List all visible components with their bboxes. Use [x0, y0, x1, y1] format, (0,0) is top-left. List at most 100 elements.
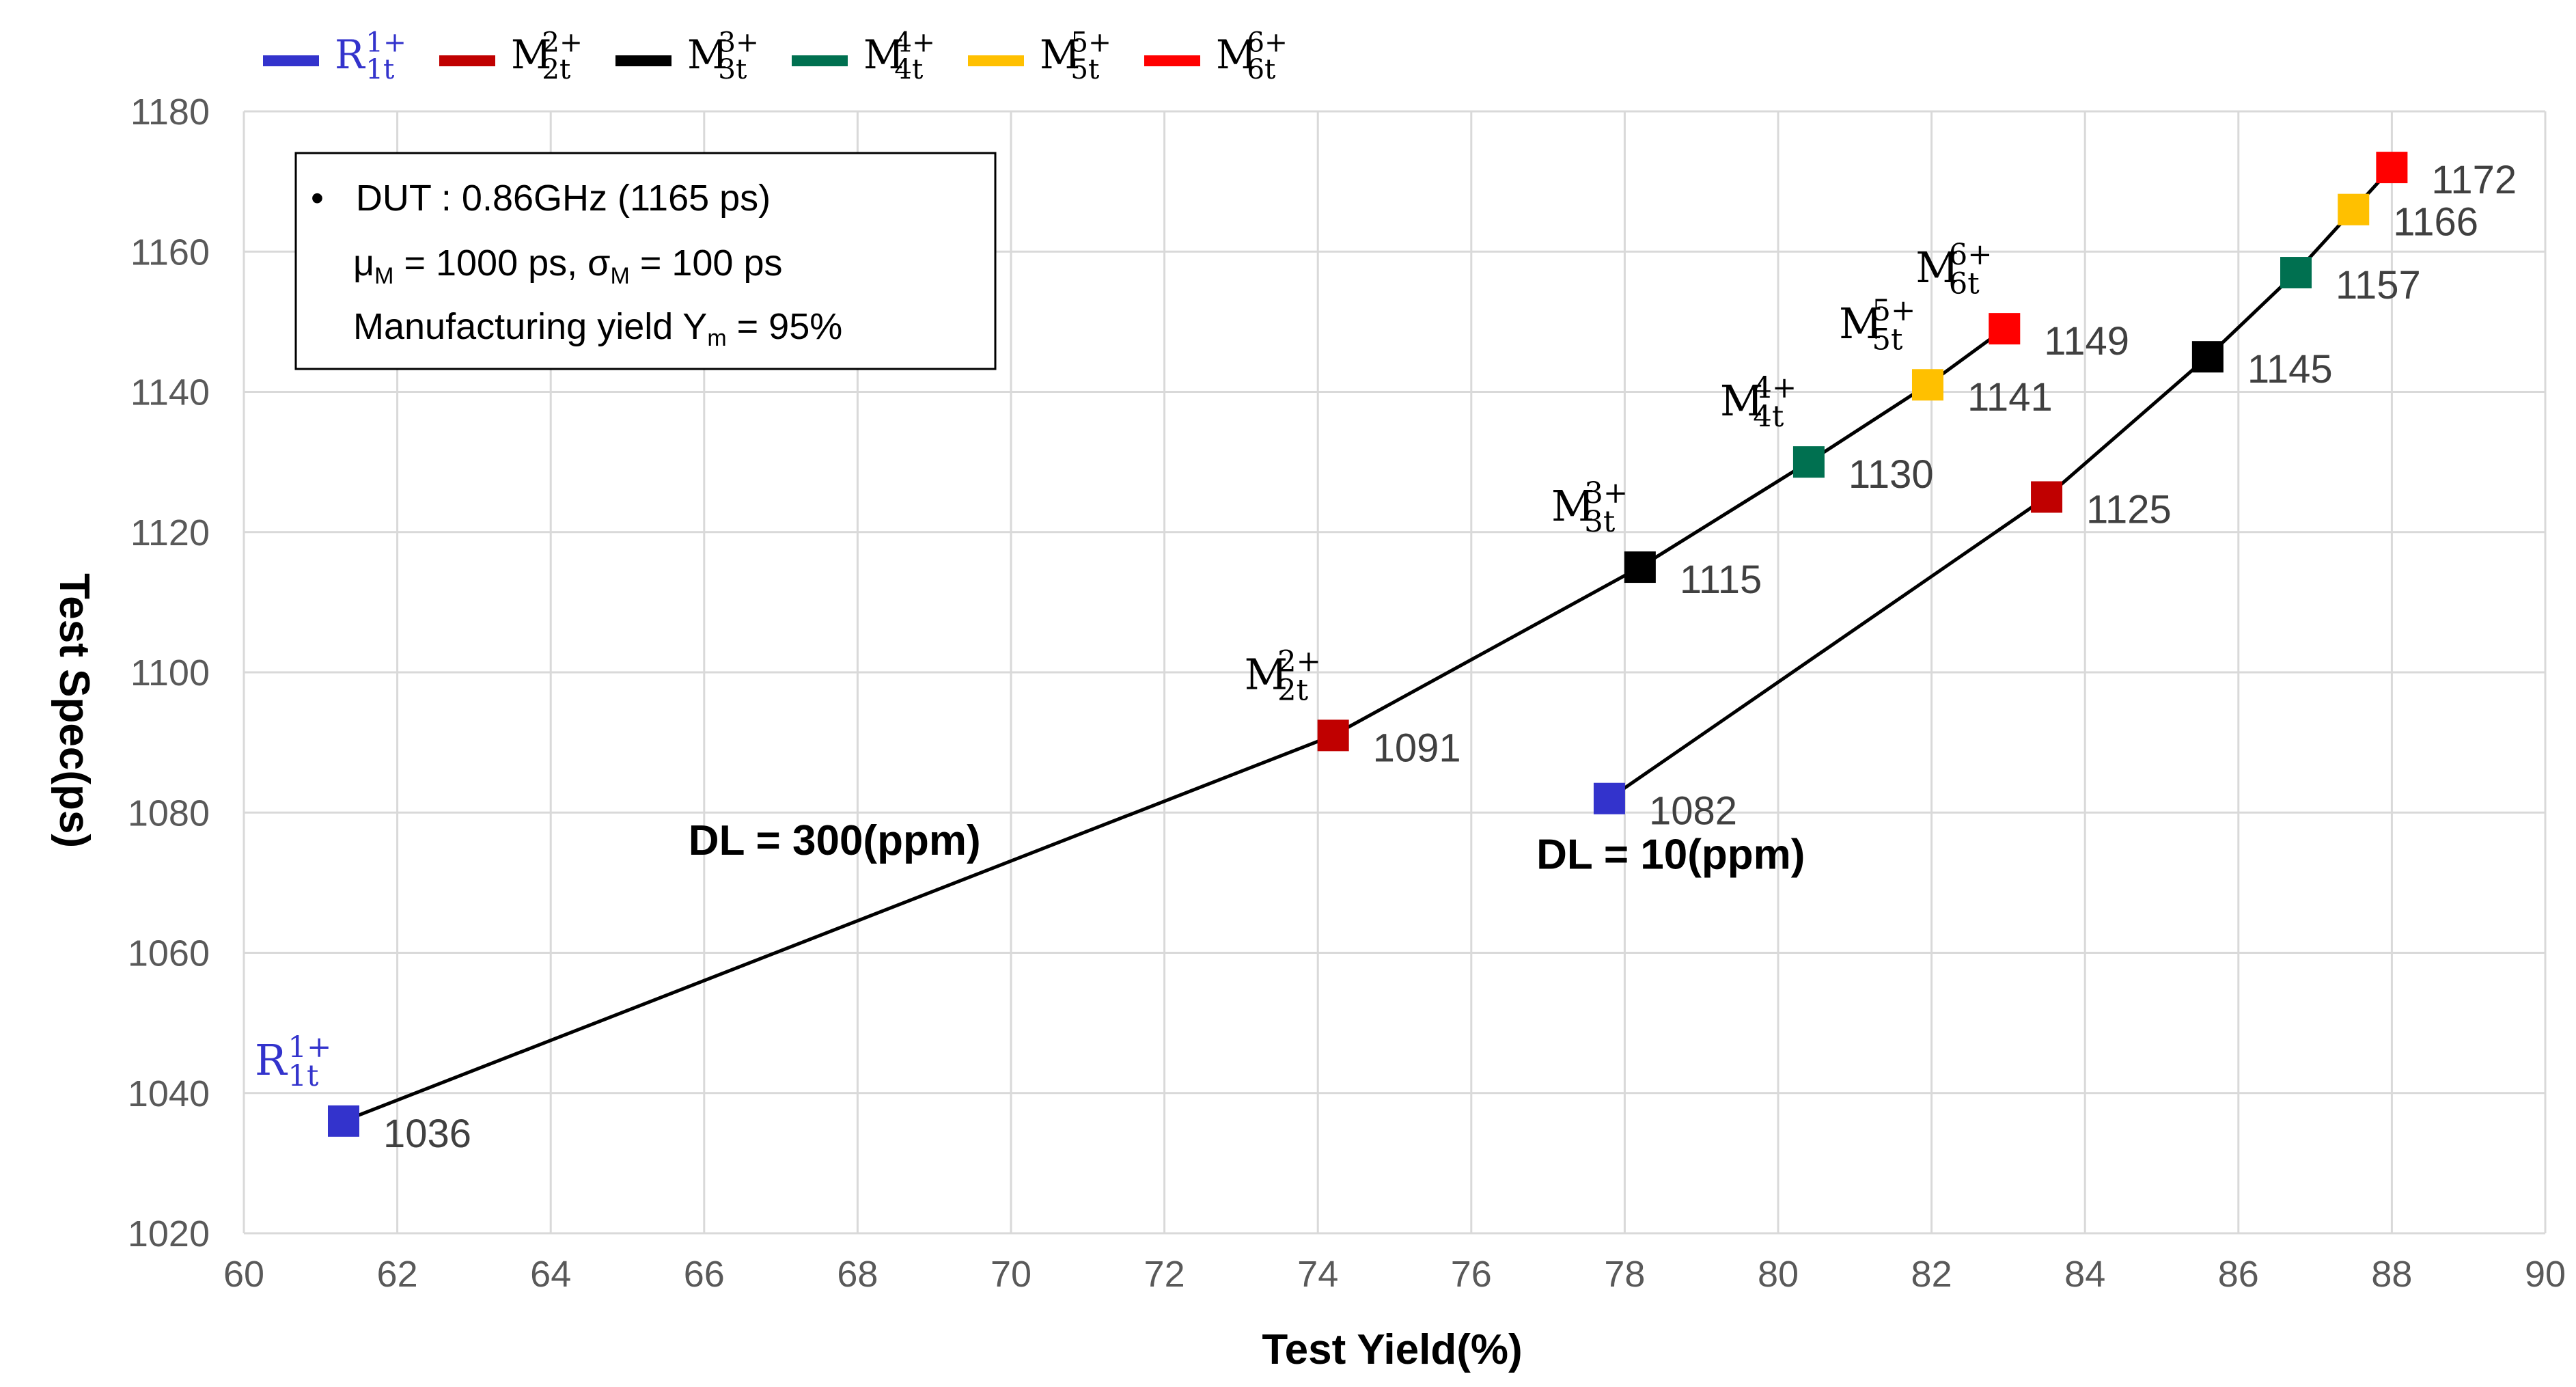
- point-tag: R 1+1t: [255, 1030, 331, 1093]
- tag-sub: 4t: [894, 53, 923, 85]
- info-mu-sub: M: [374, 263, 393, 289]
- info-yield-prefix: Manufacturing yield Y: [353, 306, 707, 347]
- y-tick-label: 1020: [128, 1213, 210, 1254]
- tag-base: M: [1720, 376, 1763, 426]
- legend-label: M2+2t: [511, 26, 583, 85]
- legend-item: M2+2t: [439, 26, 583, 85]
- y-tick-label: 1140: [130, 372, 210, 413]
- data-point: [1911, 369, 1943, 401]
- info-dut-line: DUT : 0.86GHz (1165 ps): [356, 178, 771, 219]
- info-mu-value: = 1000 ps,: [393, 243, 587, 284]
- data-point: [2338, 193, 2370, 225]
- data-point: [327, 1105, 359, 1137]
- svg-text:• DUT : 0.86GHz (1165 ps: • DUT : 0.86GHz (1165 ps): [311, 178, 771, 219]
- data-label: 1157: [2336, 263, 2421, 307]
- x-tick-label: 72: [1144, 1254, 1185, 1295]
- data-label: 1141: [1967, 375, 2053, 420]
- legend-item: M4+4t: [792, 26, 935, 85]
- info-bullet: •: [311, 178, 324, 219]
- data-point: [2280, 257, 2312, 289]
- data-point: [2376, 152, 2408, 184]
- y-tick-label: 1040: [128, 1073, 210, 1114]
- info-sigma-value: = 100 ps: [630, 243, 783, 284]
- data-point: [1593, 782, 1625, 814]
- series-line: [1608, 166, 2394, 800]
- legend: R 1+1t M2+2t M3+3t M4+4t M5+5t M6+6t: [263, 26, 1288, 85]
- tag-sub: 6t: [1247, 53, 1275, 85]
- point-tag: M3+3t: [1551, 476, 1628, 539]
- tag-sub: 5t: [1872, 322, 1903, 357]
- point-tag: M5+5t: [1839, 294, 1915, 357]
- y-tick-label: 1180: [130, 92, 210, 133]
- data-label: 1172: [2431, 158, 2517, 202]
- data-label: 1149: [2044, 319, 2129, 363]
- tag-sub: 3t: [718, 53, 747, 85]
- data-point: [1792, 446, 1825, 478]
- tag-base: R: [335, 31, 366, 78]
- legend-swatch: [968, 55, 1024, 66]
- legend-label: M4+4t: [863, 26, 935, 85]
- x-tick-label: 76: [1451, 1254, 1492, 1295]
- point-tag: M6+6t: [1915, 238, 1992, 301]
- point-tag: M4+4t: [1720, 371, 1797, 434]
- tag-sub: 1t: [365, 53, 394, 85]
- y-tick-label: 1100: [130, 653, 210, 694]
- data-label: 1130: [1848, 452, 1934, 497]
- legend-swatch: [792, 55, 848, 66]
- info-sigma-sub: M: [611, 263, 630, 289]
- x-tick-label: 88: [2371, 1254, 2412, 1295]
- legend-swatch: [615, 55, 671, 66]
- tag-sub: 2t: [542, 53, 570, 85]
- data-point: [1989, 313, 2021, 345]
- info-box: • DUT : 0.86GHz (1165 ps) μM = 1000 ps, …: [294, 152, 997, 370]
- data-label: 1145: [2247, 347, 2333, 392]
- x-axis-title: Test Yield(%): [1262, 1326, 1522, 1373]
- point-tag: M2+2t: [1245, 644, 1321, 707]
- tag-base: M: [687, 31, 728, 78]
- labels: 1036 1091 1115 1130 1141 1149 1082 1125 11451157…: [383, 158, 2517, 1156]
- legend-item: M6+6t: [1144, 26, 1288, 85]
- axes: 60 62 64 66 68 70 72 74 76 78 80 82 84 86 88 90 1020 1040…: [128, 92, 2566, 1295]
- data-label: 1036: [383, 1112, 471, 1156]
- tag-sup: 3+: [718, 26, 759, 59]
- legend-swatch: [1144, 55, 1200, 66]
- tag-base: M: [1915, 243, 1958, 292]
- tag-sub: 1t: [288, 1059, 319, 1093]
- legend-item: M5+5t: [968, 26, 1111, 85]
- tag-sub: 2t: [1277, 673, 1309, 707]
- svg-text:Manufacturing yield Ym = 95%: Manufacturing yield Ym = 95%: [353, 306, 842, 351]
- markers: [327, 152, 2408, 1137]
- info-box-frame: [294, 152, 997, 370]
- tag-sub: 6t: [1949, 266, 1980, 301]
- data-point: [1317, 719, 1349, 752]
- tag-sup: 4+: [1753, 371, 1797, 405]
- data-label: 1115: [1680, 558, 1762, 602]
- legend-label: M5+5t: [1040, 26, 1111, 85]
- tag-sup: 4+: [894, 26, 935, 59]
- tag-base: M: [1040, 31, 1080, 78]
- tag-sup: 6+: [1247, 26, 1288, 59]
- tag-base: R: [255, 1035, 288, 1085]
- x-tick-label: 60: [223, 1254, 264, 1295]
- tag-sup: 2+: [542, 26, 583, 59]
- data-point: [1624, 551, 1656, 583]
- legend-item: R 1+1t: [263, 26, 406, 85]
- tag-sub: 5t: [1070, 53, 1099, 85]
- x-tick-label: 84: [2064, 1254, 2105, 1295]
- tag-sup: 5+: [1070, 26, 1111, 59]
- x-tick-label: 86: [2218, 1254, 2259, 1295]
- svg-text:μM = 1000 ps, σM = 100 ps: μM = 1000 ps, σM = 100 ps: [353, 243, 783, 289]
- data-label: 1166: [2393, 200, 2478, 245]
- legend-label: R 1+1t: [335, 26, 406, 85]
- series-line: [343, 327, 2006, 1123]
- x-tick-label: 68: [837, 1254, 878, 1295]
- series-annotation: DL = 300(ppm): [689, 817, 981, 864]
- x-tick-label: 64: [530, 1254, 571, 1295]
- y-axis-title: Test Spec(ps): [51, 573, 98, 848]
- legend-swatch: [439, 55, 495, 66]
- tag-base: M: [863, 31, 904, 78]
- info-yield-sub: m: [707, 325, 726, 351]
- data-label: 1125: [2086, 487, 2172, 532]
- tag-base: M: [1839, 299, 1882, 348]
